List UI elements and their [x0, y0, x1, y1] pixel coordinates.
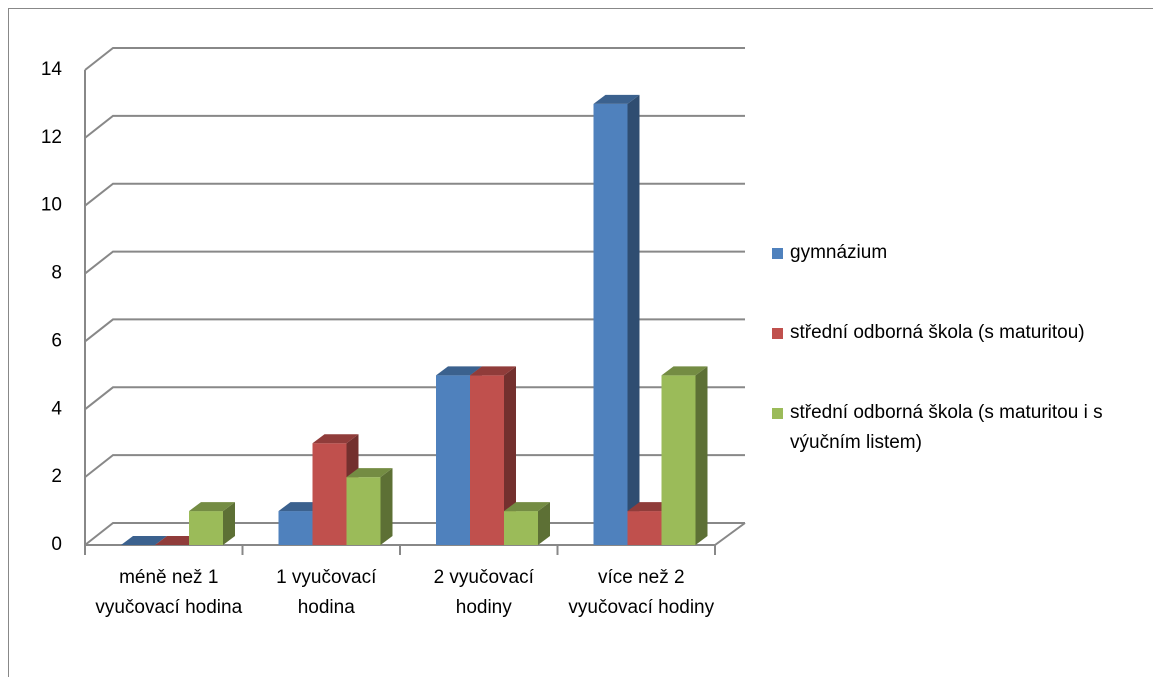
grid-line [84, 318, 745, 343]
bar-top [470, 366, 516, 376]
bar-side [627, 94, 640, 545]
bar [627, 511, 662, 545]
y-tick-label: 12 [41, 127, 62, 148]
y-tick-label: 6 [51, 330, 62, 351]
grid-line [84, 114, 745, 139]
bar-side [538, 502, 550, 545]
bar-top [661, 366, 708, 376]
x-tick-label: více než 2 vyučovací hodiny [568, 567, 715, 618]
legend-label: střední odborná škola (s maturitou i s v… [790, 402, 1103, 453]
legend-label: střední odborná škola (s maturitou) [790, 322, 1085, 343]
y-tick-label: 8 [51, 263, 62, 284]
bar-side [695, 366, 708, 545]
y-tick-label: 10 [41, 195, 62, 216]
bar-top [189, 502, 235, 512]
x-tick-label: méně než 1 vyučovací hodina [95, 567, 243, 618]
y-tick-label: 14 [41, 59, 63, 80]
bar [436, 375, 470, 545]
bar [346, 477, 381, 545]
bar-side [504, 366, 516, 545]
bar-top [121, 536, 167, 545]
legend-swatch [772, 328, 783, 339]
bar-side [223, 502, 235, 545]
legend-label: gymnázium [790, 242, 888, 263]
bar [593, 103, 628, 545]
bar-side [380, 468, 393, 545]
grid-line [84, 182, 745, 207]
grid-line [84, 454, 745, 478]
grid-line [84, 47, 745, 71]
bar-top [504, 502, 550, 512]
bar [312, 443, 347, 545]
x-tick-label: 2 vyučovací hodiny [433, 567, 534, 618]
bar [189, 511, 223, 545]
grid-line [84, 386, 745, 411]
bar-top [593, 94, 640, 104]
bar [470, 375, 504, 545]
bar [504, 511, 538, 545]
chart-border [8, 8, 1153, 677]
bar [661, 375, 696, 545]
x-tick-label: 1 vyučovací hodina [276, 567, 377, 618]
grid-line [84, 250, 745, 275]
bar-top [346, 468, 393, 478]
legend-swatch [772, 248, 783, 259]
y-tick-label: 4 [51, 398, 62, 419]
y-tick-label: 2 [51, 466, 62, 487]
bar [278, 511, 313, 545]
y-tick-label: 0 [51, 534, 62, 555]
bar-top [436, 366, 482, 376]
bar-top [312, 434, 359, 444]
legend-swatch [772, 408, 783, 419]
